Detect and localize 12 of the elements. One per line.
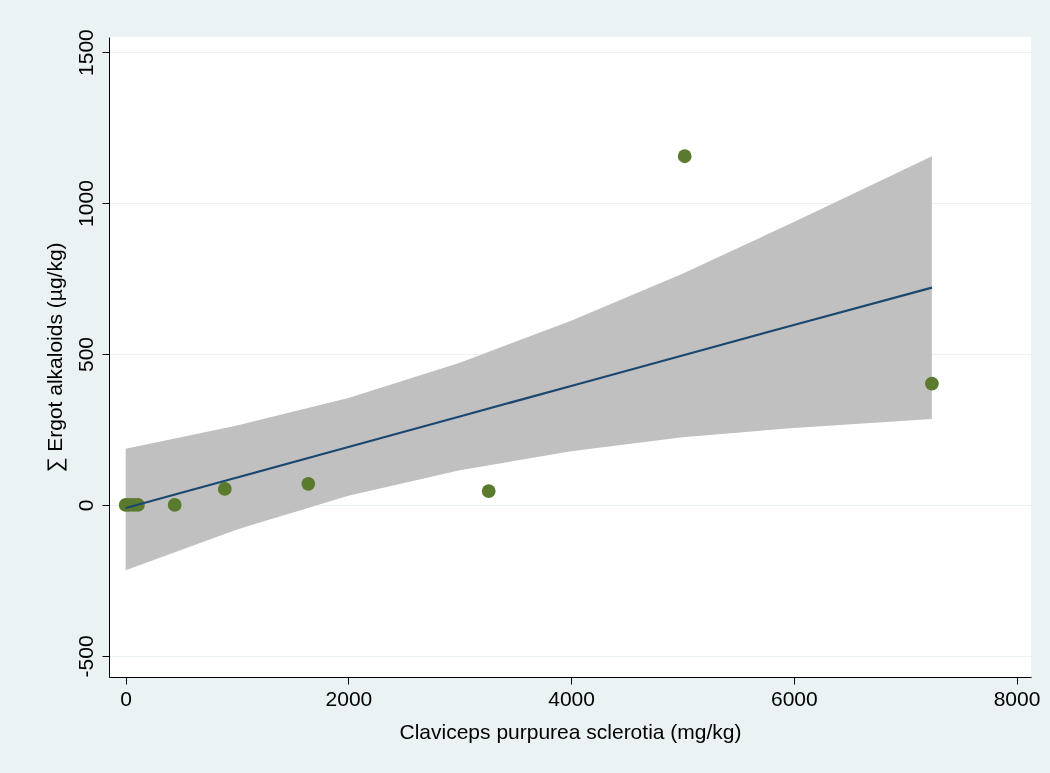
- x-tick-label: 8000: [993, 686, 1041, 710]
- x-tick-label: 0: [120, 686, 133, 710]
- y-tick-label: 500: [73, 336, 97, 372]
- y-tick-label: 1500: [73, 29, 97, 76]
- x-tick-label: 6000: [770, 686, 818, 710]
- y-tick-label: -500: [73, 635, 97, 678]
- x-tick-label: 4000: [548, 686, 595, 710]
- y-axis-title: ∑ Ergot alkaloids (µg/kg): [42, 242, 67, 473]
- y-tick-label: 0: [73, 499, 97, 512]
- y-tick-label: 1000: [73, 180, 97, 227]
- x-axis-title: Claviceps purpurea sclerotia (mg/kg): [399, 719, 742, 743]
- x-tick-label: 2000: [325, 686, 373, 710]
